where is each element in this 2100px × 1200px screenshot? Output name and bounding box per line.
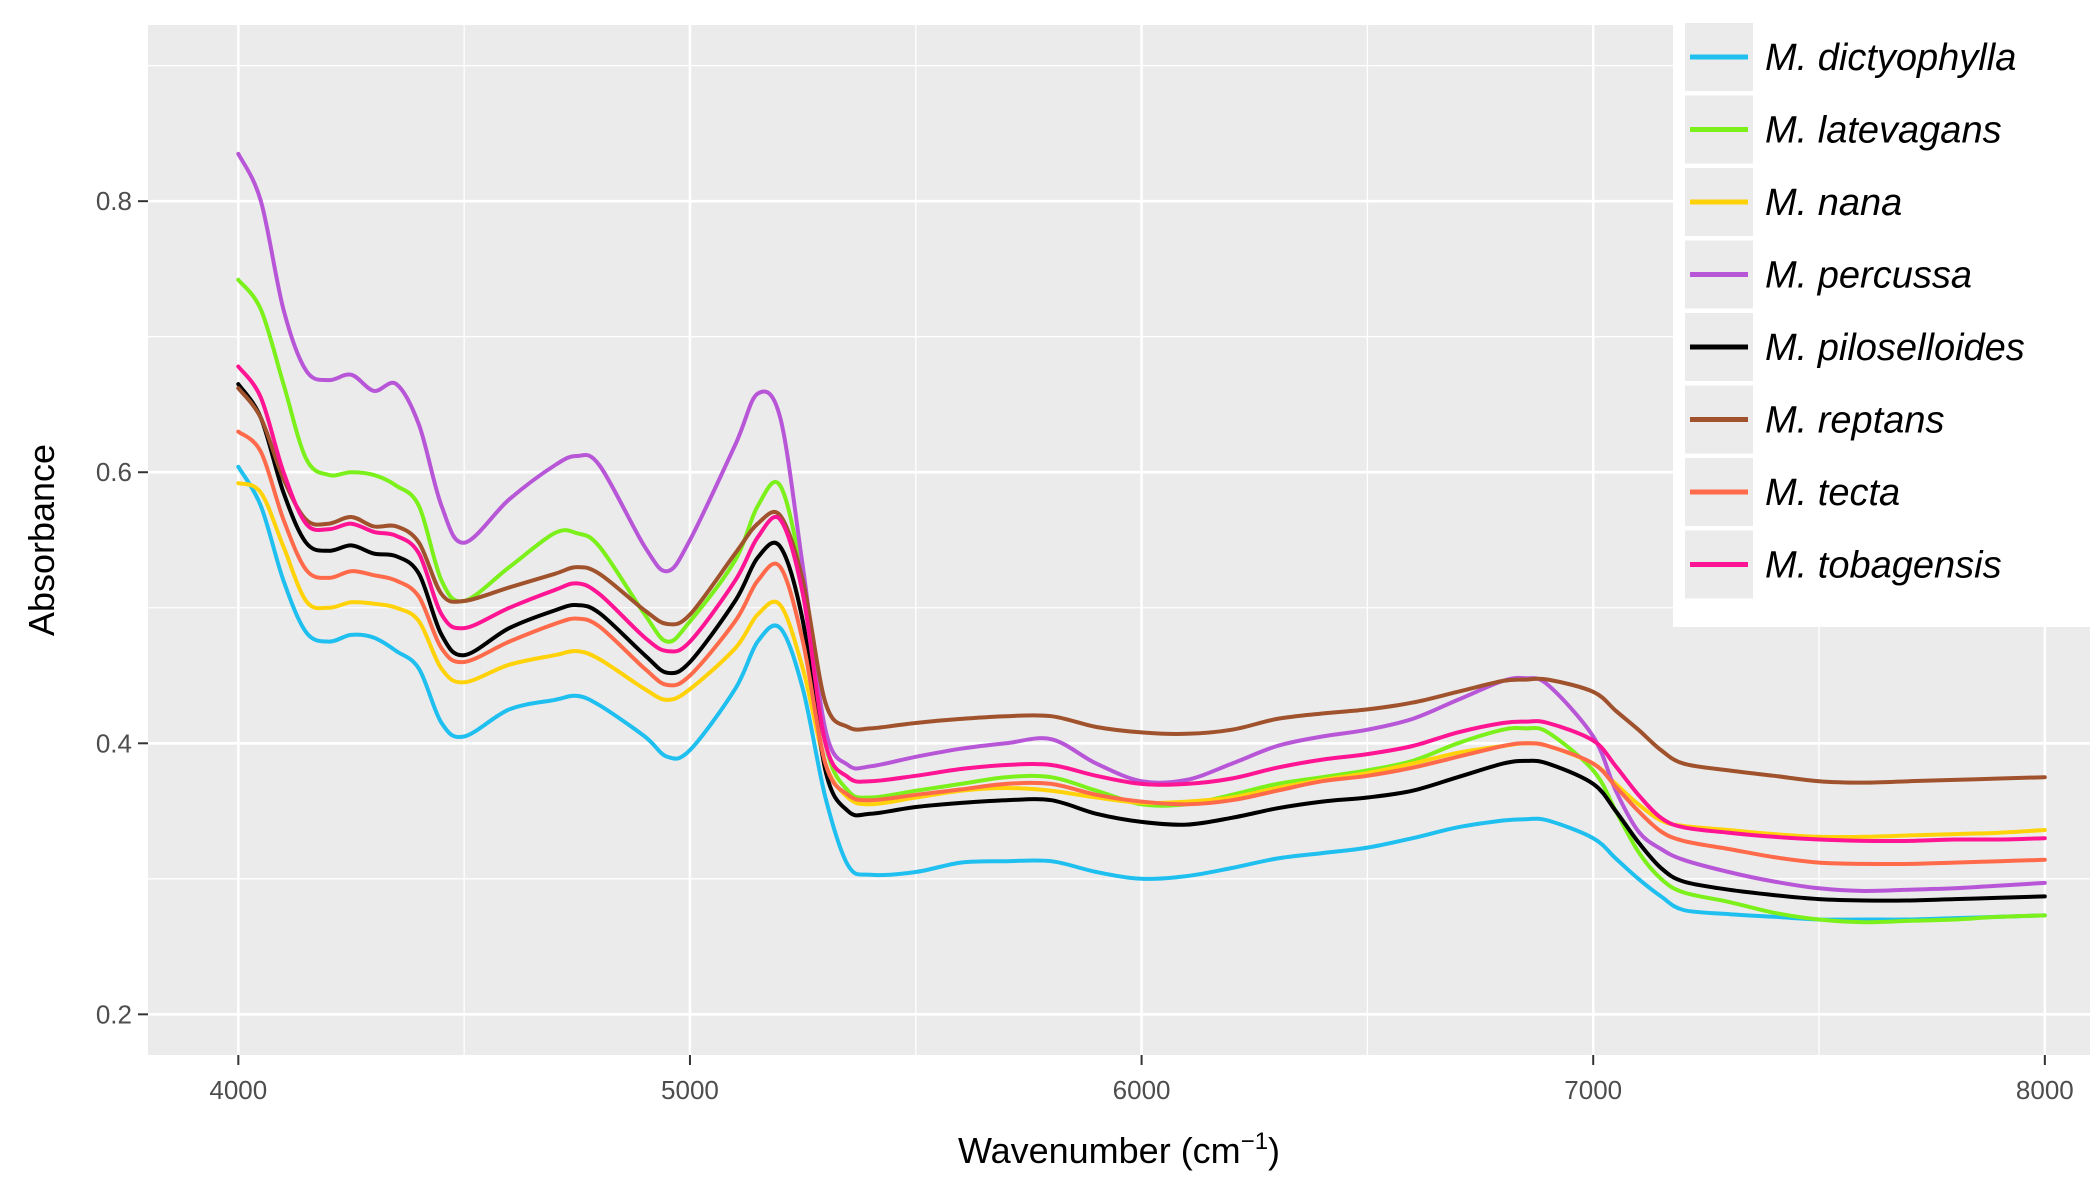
x-axis-title-superscript: −1 <box>1241 1128 1268 1155</box>
axes: 4000 5000 6000 7000 8000 0.2 0.4 0.6 0.8 <box>96 186 2074 1105</box>
legend-label-m-latevagans: M. latevagans <box>1765 110 2002 152</box>
legend-label-m-piloselloides: M. piloselloides <box>1765 327 2025 369</box>
series-line-m-tecta <box>236 429 2047 867</box>
series-lines <box>236 151 2047 925</box>
series-line-m-reptans <box>236 386 2047 785</box>
legend: M. dictyophylla M. latevagans M. nana M. pe… <box>1673 17 2090 627</box>
x-tick-label: 4000 <box>209 1075 267 1105</box>
x-axis-title-close: ) <box>1268 1130 1280 1171</box>
x-tick-label: 5000 <box>661 1075 719 1105</box>
y-tick-label: 0.6 <box>96 457 132 487</box>
y-axis-title: Absorbance <box>21 444 62 636</box>
series-line-m-percussa <box>236 151 2047 894</box>
series-line-m-piloselloides <box>236 382 2047 903</box>
x-tick-label: 6000 <box>1113 1075 1171 1105</box>
x-tick-label: 8000 <box>2016 1075 2074 1105</box>
legend-label-m-percussa: M. percussa <box>1765 255 1972 297</box>
series-line-m-latevagans <box>236 277 2047 925</box>
y-tick-label: 0.4 <box>96 728 132 758</box>
x-axis-title: Wavenumber (cm−1) <box>958 1128 1280 1171</box>
series-line-m-dictyophylla <box>236 464 2047 922</box>
y-tick-label: 0.2 <box>96 999 132 1029</box>
x-axis-title-text: Wavenumber (cm <box>958 1130 1241 1171</box>
legend-label-m-tobagensis: M. tobagensis <box>1765 545 2002 587</box>
legend-label-m-dictyophylla: M. dictyophylla <box>1765 37 2016 79</box>
legend-label-m-reptans: M. reptans <box>1765 400 1945 442</box>
series-line-m-tobagensis <box>236 364 2047 844</box>
legend-label-m-nana: M. nana <box>1765 182 1902 224</box>
legend-label-m-tecta: M. tecta <box>1765 472 1900 514</box>
y-tick-label: 0.8 <box>96 186 132 216</box>
x-tick-label: 7000 <box>1564 1075 1622 1105</box>
